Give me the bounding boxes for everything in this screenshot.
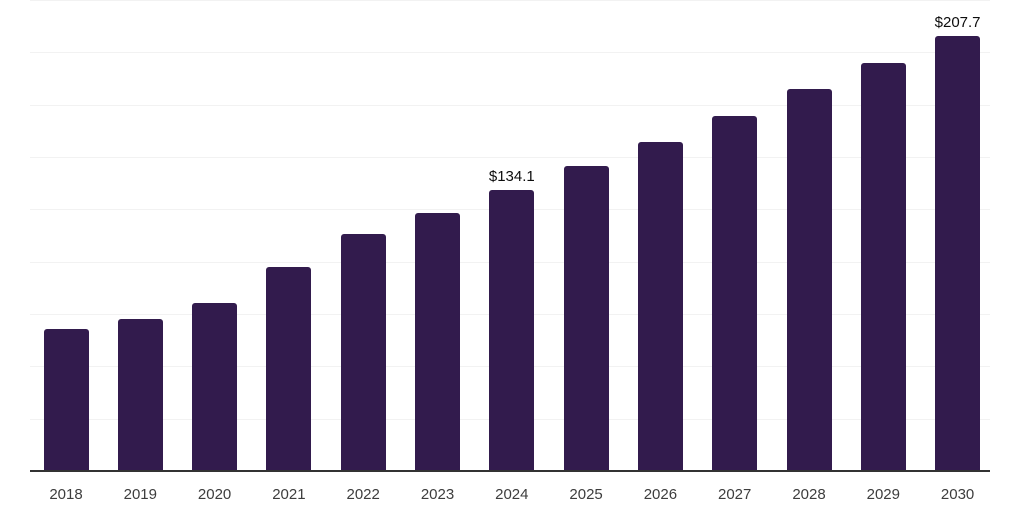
gridline-150	[30, 157, 990, 158]
bar-2023	[415, 212, 460, 471]
bar-2020	[192, 302, 238, 471]
x-tick-label-2025: 2025	[569, 486, 603, 503]
x-axis-line	[30, 470, 990, 472]
value-label-2030: $207.7	[934, 14, 981, 32]
bar-2019	[117, 318, 163, 471]
value-label-2024: $134.1	[488, 168, 535, 186]
x-tick-label-2027: 2027	[718, 486, 752, 503]
x-tick-label-2028: 2028	[792, 486, 826, 503]
bar-2021	[266, 267, 312, 471]
x-tick-label-2021: 2021	[272, 486, 306, 503]
gridline-200	[30, 52, 990, 54]
x-tick-label-2029: 2029	[866, 486, 900, 503]
bar-2030	[935, 36, 981, 471]
gridline-225	[30, 0, 990, 1]
bar-2028	[786, 88, 832, 471]
bar-2024	[489, 190, 535, 471]
bar-2018	[43, 328, 89, 471]
bar-2022	[340, 234, 386, 471]
x-tick-label-2019: 2019	[123, 486, 157, 503]
x-tick-label-2018: 2018	[49, 486, 83, 503]
x-tick-label-2022: 2022	[346, 486, 380, 503]
bar-2026	[637, 141, 683, 471]
bar-2027	[712, 115, 758, 471]
x-tick-label-2026: 2026	[643, 486, 678, 503]
x-tick-label-2030: 2030	[940, 486, 975, 503]
bar-2029	[860, 63, 906, 471]
gridline-175	[30, 104, 990, 106]
bar-2025	[563, 166, 609, 471]
x-tick-label-2023: 2023	[420, 486, 455, 503]
x-tick-label-2024: 2024	[495, 486, 529, 503]
x-tick-label-2020: 2020	[197, 486, 232, 503]
